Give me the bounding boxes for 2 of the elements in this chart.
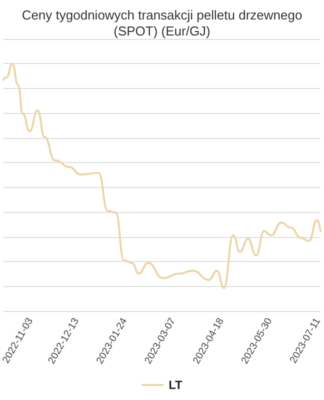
legend-label: LT: [168, 378, 184, 392]
chart-title: Ceny tygodniowych transakcji pelletu drzewnego (SPOT) (Eur/GJ): [22, 8, 302, 38]
